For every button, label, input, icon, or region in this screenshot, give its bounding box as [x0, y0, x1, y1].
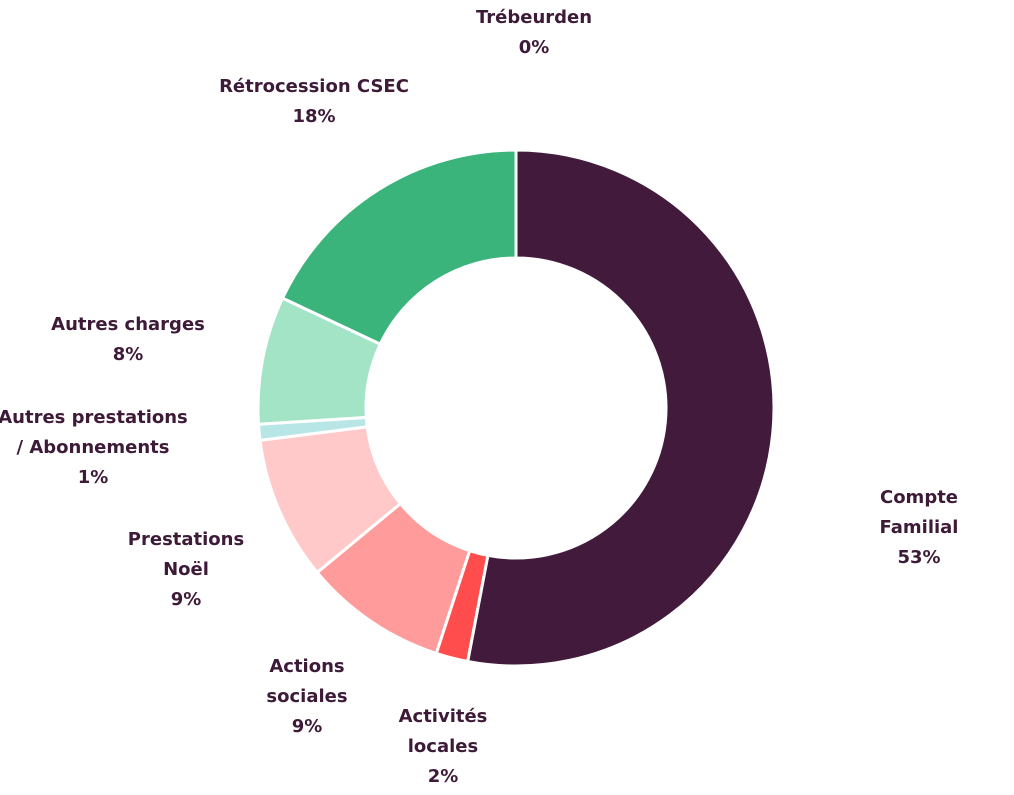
- slice-label: Autres charges 8%: [51, 310, 205, 370]
- slice-label: Compte Familial 53%: [872, 483, 967, 573]
- category-label: Actions sociales: [266, 656, 348, 707]
- value-label: 2%: [427, 766, 459, 787]
- category-label: Trébeurden: [475, 7, 593, 28]
- category-label: Compte Familial: [879, 487, 959, 538]
- slice-label: Autres prestations / Abonnements 1%: [0, 403, 188, 493]
- slice-label: Activités locales 2%: [399, 702, 488, 792]
- value-label: 53%: [897, 547, 941, 568]
- donut-slice: [465, 148, 776, 668]
- slice-label: Actions sociales 9%: [266, 652, 347, 742]
- value-label: 9%: [291, 716, 323, 737]
- value-label: 18%: [292, 106, 336, 127]
- value-label: 8%: [112, 344, 144, 365]
- category-label: Activités locales: [398, 706, 488, 757]
- slice-label: Prestations Noël 9%: [128, 525, 244, 615]
- category-label: Rétrocession CSEC: [219, 76, 409, 97]
- category-label: Prestations Noël: [127, 529, 245, 580]
- value-label: 9%: [170, 589, 202, 610]
- donut-slice: [280, 148, 518, 347]
- slice-label: Rétrocession CSEC 18%: [219, 72, 409, 132]
- category-label: Autres prestations / Abonnements: [0, 407, 188, 458]
- value-label: 0%: [518, 37, 550, 58]
- value-label: 1%: [77, 467, 109, 488]
- category-label: Autres charges: [51, 314, 205, 335]
- slice-label: Trébeurden 0%: [476, 3, 592, 63]
